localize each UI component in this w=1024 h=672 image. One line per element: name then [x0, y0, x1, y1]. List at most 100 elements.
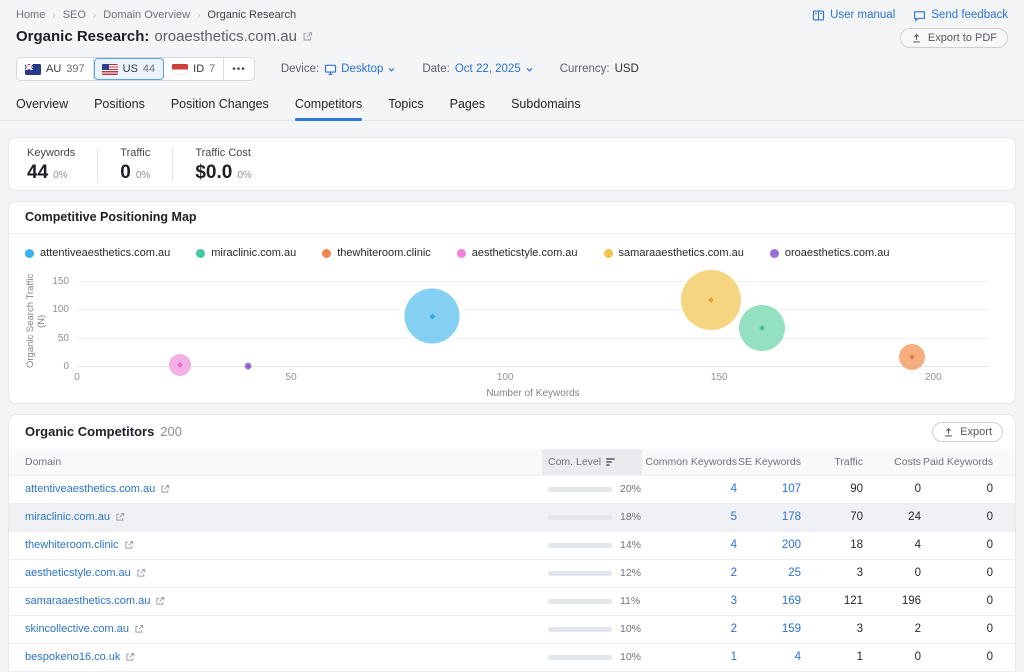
se-keywords-link[interactable]: 25 [788, 567, 801, 579]
com-level-cell: 20% [542, 475, 642, 503]
domain-cell: samaraaesthetics.com.au [9, 587, 542, 615]
external-link-icon[interactable] [302, 31, 313, 42]
se-keywords-cell: 169 [737, 587, 801, 615]
com-level-sort[interactable]: Com. Level [548, 456, 616, 468]
table-row[interactable]: thewhiteroom.clinic 14% 4 200 18 4 0 [9, 531, 1015, 559]
x-tick-label: 150 [710, 372, 728, 383]
us-flag-icon [101, 63, 118, 75]
legend-item-miraclinic-com-au[interactable]: miraclinic.com.au [196, 247, 296, 259]
bubble-oroaesthetics-com-au[interactable] [244, 362, 252, 370]
gridline [77, 281, 989, 282]
user-manual-link[interactable]: User manual [812, 9, 895, 22]
stat-keywords: Keywords 44 0% [13, 147, 97, 182]
db-button-au[interactable]: AU 397 [17, 58, 94, 80]
common-keywords-link[interactable]: 3 [730, 595, 737, 607]
com-level-bar [548, 514, 612, 520]
breadcrumb-item-seo[interactable]: SEO [62, 9, 86, 21]
date-label: Date: [422, 63, 450, 75]
com-level-value: 12% [620, 567, 642, 580]
legend-label: thewhiteroom.clinic [337, 247, 431, 259]
column-header-paid-keywords: Paid Keywords [922, 455, 993, 468]
legend-item-aestheticstyle-com-au[interactable]: aestheticstyle.com.au [456, 247, 578, 259]
table-row[interactable]: aestheticstyle.com.au 12% 2 25 3 0 0 [9, 559, 1015, 587]
db-button-us[interactable]: US 44 [93, 58, 165, 80]
table-row[interactable]: skincollective.com.au 10% 2 159 3 2 0 [9, 615, 1015, 643]
breadcrumb-item-home[interactable]: Home [16, 9, 46, 21]
date-value: Oct 22, 2025 [454, 63, 521, 75]
tab-positions[interactable]: Positions [94, 97, 145, 111]
domain-cell: thewhiteroom.clinic [9, 531, 542, 559]
table-row[interactable]: samaraaesthetics.com.au 11% 3 169 121 196 0 [9, 587, 1015, 615]
x-tick-label: 0 [74, 372, 80, 383]
export-to-pdf-button[interactable]: Export to PDF [899, 28, 1008, 48]
tab-overview[interactable]: Overview [16, 97, 69, 111]
com-level-cell: 18% [542, 503, 642, 531]
db-button-id[interactable]: ID 7 [164, 58, 225, 80]
bubble-chart: Organic Search Traffic (N) 0 50 100 150 0 50 1… [17, 265, 1007, 399]
bubble-center-dot [245, 363, 252, 370]
device-filter: Device: Desktop [281, 63, 397, 76]
tab-subdomains[interactable]: Subdomains [511, 97, 581, 111]
domain-link[interactable]: aestheticstyle.com.au [25, 567, 146, 579]
bubble-miraclinic-com-au[interactable] [739, 305, 786, 352]
tab-pages[interactable]: Pages [449, 97, 486, 111]
legend-item-oroaesthetics-com-au[interactable]: oroaesthetics.com.au [769, 247, 889, 259]
bubble-thewhiteroom-clinic[interactable] [898, 344, 925, 371]
legend-dot [603, 248, 613, 258]
date-dropdown[interactable]: Oct 22, 2025 [455, 63, 534, 75]
stat-traffic-cost: Traffic Cost $0.0 0% [172, 146, 273, 182]
common-keywords-link[interactable]: 4 [730, 483, 737, 495]
db-code: US [122, 63, 138, 75]
traffic-cell: 121 [843, 595, 863, 607]
legend-item-samaraaesthetics-com-au[interactable]: samaraaesthetics.com.au [603, 247, 744, 259]
domain-link[interactable]: skincollective.com.au [25, 623, 144, 635]
tab-topics[interactable]: Topics [388, 97, 424, 111]
bubble-aestheticstyle-com-au[interactable] [168, 354, 191, 377]
common-keywords-link[interactable]: 2 [730, 567, 737, 579]
page-title-domain[interactable]: oroaesthetics.com.au [154, 28, 297, 45]
bubble-samaraaesthetics-com-au[interactable] [680, 270, 741, 331]
se-keywords-cell: 178 [737, 503, 801, 531]
common-keywords-link[interactable]: 4 [730, 539, 737, 551]
common-keywords-cell: 1 [642, 643, 737, 671]
breadcrumb-separator: › [197, 9, 201, 21]
se-keywords-link[interactable]: 200 [781, 539, 801, 551]
se-keywords-link[interactable]: 107 [781, 483, 801, 495]
more-databases-button[interactable]: ••• [232, 63, 246, 75]
db-count: 7 [209, 63, 216, 75]
paid-keywords-cell: 0 [986, 567, 993, 579]
send-feedback-link[interactable]: Send feedback [913, 9, 1008, 22]
se-keywords-link[interactable]: 178 [781, 511, 801, 523]
domain-link[interactable]: samaraaesthetics.com.au [25, 595, 165, 607]
breadcrumb-item-organic-research: Organic Research [207, 9, 297, 21]
se-keywords-link[interactable]: 4 [794, 651, 801, 663]
legend-item-thewhiteroom-clinic[interactable]: thewhiteroom.clinic [322, 247, 431, 259]
domain-link[interactable]: attentiveaesthetics.com.au [25, 483, 170, 495]
domain-link[interactable]: thewhiteroom.clinic [25, 539, 134, 551]
domain-link[interactable]: bespokeno16.co.uk [25, 651, 135, 663]
com-level-bar [548, 570, 612, 576]
common-keywords-link[interactable]: 5 [730, 511, 737, 523]
common-keywords-link[interactable]: 1 [730, 651, 737, 663]
bubble-center-dot [909, 354, 915, 361]
se-keywords-link[interactable]: 169 [781, 595, 801, 607]
domain-link[interactable]: miraclinic.com.au [25, 511, 125, 523]
tab-competitors[interactable]: Competitors [294, 92, 363, 121]
tab-position-changes[interactable]: Position Changes [170, 97, 269, 111]
common-keywords-link[interactable]: 2 [730, 623, 737, 635]
table-row[interactable]: miraclinic.com.au 18% 5 178 70 24 0 [9, 503, 1015, 531]
device-label: Device: [280, 63, 320, 75]
organic-competitors-card: Organic Competitors 200 Export Domain Com.… [8, 414, 1016, 672]
breadcrumb-item-domain-overview[interactable]: Domain Overview [103, 9, 191, 21]
table-row[interactable]: bespokeno16.co.uk 10% 1 4 1 0 0 [9, 643, 1015, 671]
legend-item-attentiveaesthetics-com-au[interactable]: attentiveaesthetics.com.au [25, 247, 170, 259]
stat-traffic: Traffic 0 0% [97, 146, 172, 182]
column-header-domain: Domain [25, 455, 62, 468]
bubble-attentiveaesthetics-com-au[interactable] [404, 288, 460, 344]
se-keywords-link[interactable]: 159 [781, 623, 801, 635]
table-row[interactable]: attentiveaesthetics.com.au 20% 4 107 90 0 0 [9, 475, 1015, 503]
column-header-com-level[interactable]: Com. Level [542, 449, 642, 475]
device-dropdown[interactable]: Desktop [324, 63, 396, 76]
sort-icon [606, 458, 616, 466]
export-button[interactable]: Export [932, 422, 1003, 442]
